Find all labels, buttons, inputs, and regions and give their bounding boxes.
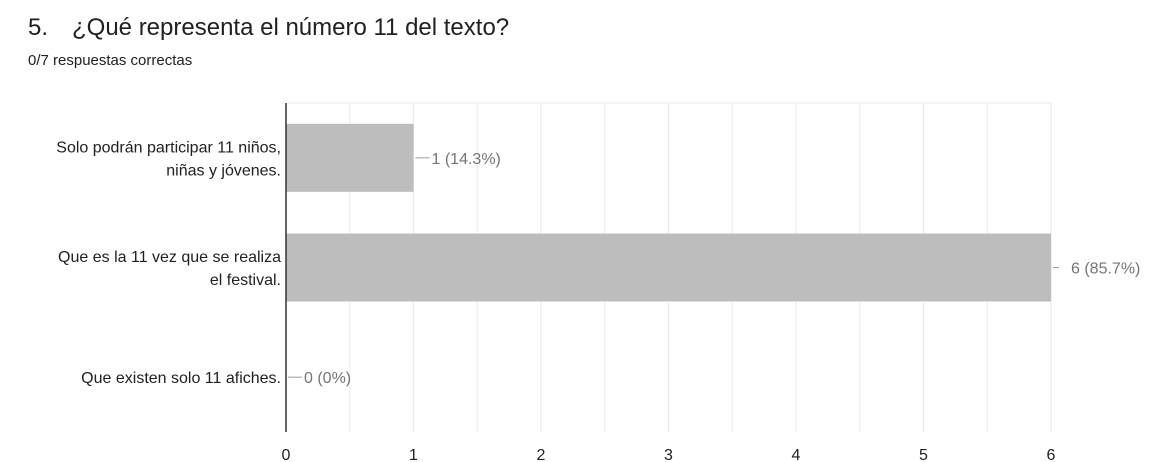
category-label-2-line-2: el festival. [210,272,281,289]
category-label-1-line-2: niñas y jóvenes. [166,162,281,179]
x-tick-label-4: 4 [792,447,801,462]
category-label-3-line-1: Que existen solo 11 afiches. [81,370,281,387]
x-tick-label-5: 5 [919,447,928,462]
x-tick-label-3: 3 [664,447,673,462]
x-tick-label-2: 2 [537,447,546,462]
question-text: ¿Qué representa el número 11 del texto? [72,14,510,41]
bar-2 [286,233,1051,302]
data-label-3: 0 (0%) [304,370,351,387]
data-label-1: 1 (14.3%) [432,151,501,168]
data-label-2: 6 (85.7%) [1071,261,1140,278]
question-number: 5. [28,14,49,41]
category-label-2-line-1: Que es la 11 vez que se realiza [58,249,281,266]
question-title: 5. ¿Qué representa el número 11 del texto… [28,14,509,42]
correct-answers-count: 0/7 respuestas correctas [28,52,193,69]
category-label-1-line-1: Solo podrán participar 11 niños, [56,139,281,156]
x-tick-label-0: 0 [282,447,291,462]
x-tick-label-6: 6 [1047,447,1056,462]
bar-1 [286,123,414,192]
x-tick-label-1: 1 [409,447,418,462]
